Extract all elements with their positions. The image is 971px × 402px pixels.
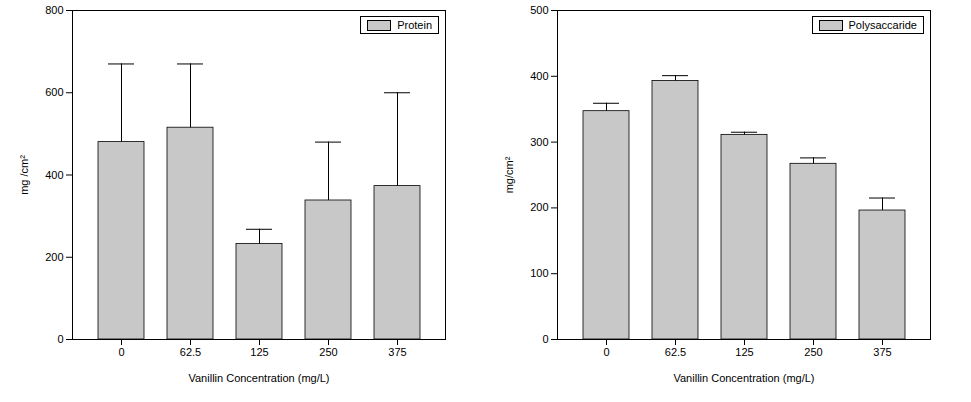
svg-text:Vanillin Concentration (mg/L): Vanillin Concentration (mg/L) [188,372,329,384]
svg-text:0: 0 [57,333,63,345]
svg-text:0: 0 [118,346,124,358]
svg-text:125: 125 [735,346,753,358]
svg-text:62.5: 62.5 [665,346,686,358]
svg-text:200: 200 [530,201,548,213]
svg-text:mg /cm²: mg /cm² [18,155,30,195]
svg-text:800: 800 [45,4,63,16]
svg-text:250: 250 [319,346,337,358]
svg-text:100: 100 [530,267,548,279]
svg-text:375: 375 [873,346,891,358]
svg-text:Vanillin Concentration (mg/L): Vanillin Concentration (mg/L) [673,372,814,384]
svg-text:600: 600 [45,86,63,98]
svg-text:mg/cm²: mg/cm² [503,156,515,193]
svg-text:250: 250 [804,346,822,358]
html-text:Polysaccaride: Polysaccaride [848,19,917,31]
svg-text:375: 375 [388,346,406,358]
svg-text:200: 200 [45,251,63,263]
svg-text:500: 500 [530,4,548,16]
html-text:Protein: Protein [397,19,432,31]
svg-text:400: 400 [45,169,63,181]
svg-text:300: 300 [530,136,548,148]
svg-text:0: 0 [542,333,548,345]
svg-text:125: 125 [250,346,268,358]
svg-text:400: 400 [530,70,548,82]
svg-text:0: 0 [603,346,609,358]
svg-text:62.5: 62.5 [180,346,201,358]
